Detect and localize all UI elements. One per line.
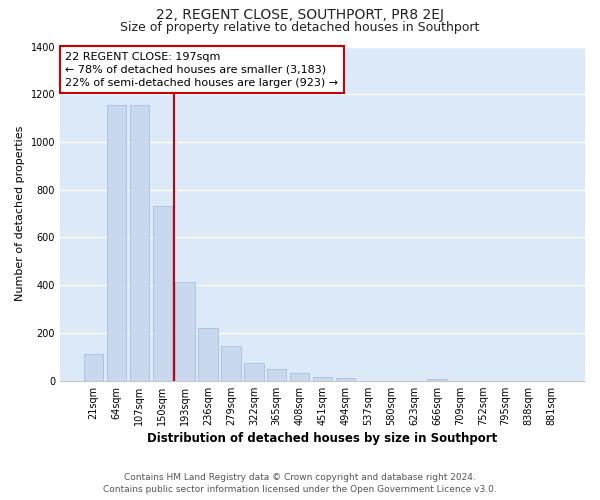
Bar: [130, 105, 149, 380]
Bar: [290, 373, 310, 380]
Bar: [427, 379, 446, 380]
Bar: [244, 363, 263, 380]
Bar: [221, 346, 241, 380]
Bar: [335, 378, 355, 380]
Text: Contains HM Land Registry data © Crown copyright and database right 2024.
Contai: Contains HM Land Registry data © Crown c…: [103, 472, 497, 494]
Text: Size of property relative to detached houses in Southport: Size of property relative to detached ho…: [121, 21, 479, 34]
Bar: [267, 369, 286, 380]
Text: 22, REGENT CLOSE, SOUTHPORT, PR8 2EJ: 22, REGENT CLOSE, SOUTHPORT, PR8 2EJ: [156, 8, 444, 22]
Text: 22 REGENT CLOSE: 197sqm
← 78% of detached houses are smaller (3,183)
22% of semi: 22 REGENT CLOSE: 197sqm ← 78% of detache…: [65, 52, 338, 88]
Y-axis label: Number of detached properties: Number of detached properties: [15, 126, 25, 302]
Bar: [152, 206, 172, 380]
Bar: [175, 282, 195, 380]
Bar: [199, 328, 218, 380]
Bar: [107, 105, 126, 380]
X-axis label: Distribution of detached houses by size in Southport: Distribution of detached houses by size …: [148, 432, 497, 445]
Bar: [84, 354, 103, 380]
Bar: [313, 377, 332, 380]
